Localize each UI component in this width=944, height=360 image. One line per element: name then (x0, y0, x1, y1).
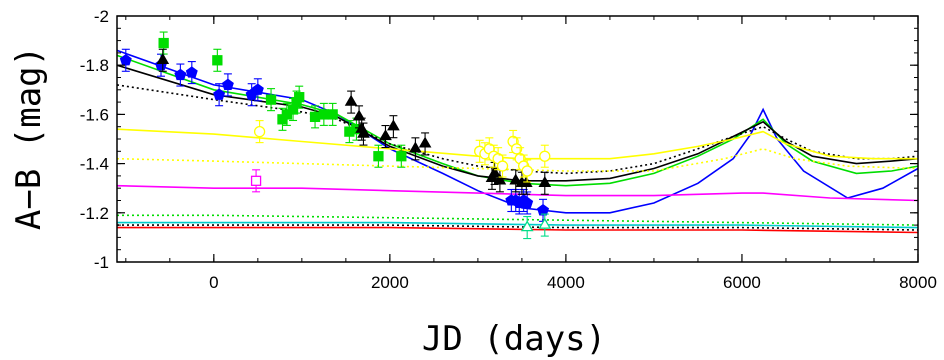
data-point (253, 120, 266, 144)
marker-open-circle (496, 160, 509, 172)
marker-filled-pentagon (185, 66, 198, 78)
marker-open-triangle (538, 217, 552, 229)
marker-filled-triangle (379, 129, 392, 141)
data-point (221, 73, 234, 97)
y-tick-label: -1 (94, 253, 109, 272)
marker-filled-triangle (344, 94, 358, 106)
data-point (418, 132, 432, 156)
y-tick-label: -1.6 (80, 105, 109, 124)
data-point (185, 61, 198, 85)
x-tick-label: 8000 (899, 273, 937, 292)
x-tick-label: 0 (209, 273, 218, 292)
data-point (174, 63, 187, 87)
axis-ticks: 0 2000 4000 6000 8000 -1 -1.2 -1.4 -1.6 -1.8 -2 (80, 7, 937, 292)
data-point (344, 120, 355, 144)
data-point (538, 171, 552, 195)
data-point (373, 144, 384, 168)
marker-open-circle (510, 143, 523, 155)
data-point (119, 48, 132, 72)
data-point (387, 115, 400, 139)
data-point (379, 124, 392, 149)
marker-filled-pentagon (521, 196, 534, 209)
marker-filled-square (265, 94, 277, 105)
x-tick-label: 6000 (723, 273, 761, 292)
data-point (213, 83, 226, 107)
data-point (409, 137, 422, 161)
marker-open-circle (521, 165, 533, 177)
marker-filled-triangle (488, 166, 501, 178)
model-curve-9 (117, 221, 919, 229)
marker-filled-triangle (509, 173, 523, 185)
y-tick-label: -1.4 (80, 155, 109, 174)
model-curve-10 (117, 224, 919, 231)
data-points (119, 31, 552, 240)
data-point (521, 191, 534, 215)
data-point (521, 159, 533, 183)
data-point (344, 90, 358, 114)
data-point (294, 85, 305, 109)
marker-filled-square (294, 92, 305, 103)
model-curve-2 (116, 54, 919, 187)
marker-filled-square (396, 151, 407, 162)
marker-open-triangle (520, 220, 534, 232)
data-point (309, 105, 321, 129)
marker-filled-pentagon (221, 78, 234, 90)
data-point (496, 154, 509, 178)
data-point (357, 122, 370, 146)
marker-filled-triangle (409, 141, 422, 153)
model-curve-6 (116, 147, 919, 172)
y-tick-label: -1.8 (80, 56, 109, 75)
data-point (265, 88, 277, 112)
marker-open-square (250, 175, 262, 186)
x-axis-label: JD (days) (422, 319, 606, 359)
marker-filled-triangle (538, 176, 552, 187)
model-curve-5 (116, 128, 918, 160)
data-point (510, 137, 523, 161)
marker-filled-pentagon (251, 83, 264, 95)
data-point (537, 198, 550, 222)
model-curve-7 (116, 184, 919, 202)
marker-filled-square (158, 37, 169, 49)
marker-filled-square (373, 151, 384, 162)
marker-filled-triangle (156, 53, 170, 64)
marker-filled-square (212, 55, 223, 66)
marker-filled-pentagon (174, 68, 187, 81)
data-point (156, 48, 170, 72)
marker-open-circle (253, 125, 266, 138)
marker-filled-pentagon (119, 53, 132, 66)
x-tick-label: 2000 (371, 273, 409, 292)
data-point (539, 144, 551, 168)
marker-filled-square (327, 109, 338, 120)
y-tick-label: -1.2 (80, 204, 109, 223)
marker-open-circle (539, 150, 551, 162)
data-point (327, 102, 338, 126)
data-point (251, 78, 264, 102)
data-point (520, 216, 534, 240)
marker-filled-square (309, 111, 321, 123)
marker-filled-triangle (418, 136, 432, 148)
data-point (212, 48, 223, 72)
x-tick-label: 4000 (547, 273, 585, 292)
marker-filled-triangle (357, 126, 370, 138)
data-point (396, 144, 407, 168)
marker-filled-triangle (493, 173, 507, 185)
y-axis-label: A−B (mag) (9, 46, 49, 230)
data-point (250, 169, 262, 193)
data-point (158, 31, 169, 55)
model-curve-11 (117, 226, 919, 234)
marker-filled-pentagon (537, 203, 550, 216)
marker-filled-square (318, 109, 330, 120)
data-point (538, 213, 552, 237)
marker-filled-triangle (387, 119, 400, 131)
model-curve-8 (117, 214, 919, 226)
marker-filled-pentagon (213, 88, 226, 100)
y-tick-label: -2 (94, 7, 109, 26)
data-point (509, 169, 523, 193)
